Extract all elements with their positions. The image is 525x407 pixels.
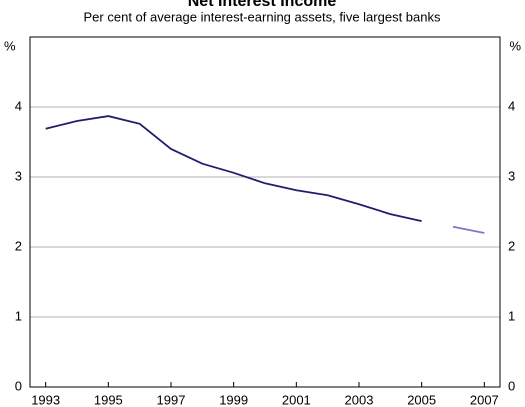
plot-frame	[29, 36, 501, 388]
x-tick-label: 1993	[31, 392, 60, 407]
chart-subtitle: Per cent of average interest-earning ass…	[84, 9, 441, 24]
x-tick-label: 1995	[94, 392, 123, 407]
y-tick-label: 1	[15, 308, 22, 323]
y-tick-label: 2	[15, 238, 22, 253]
data-line	[452, 225, 485, 234]
y-unit-right: %	[509, 38, 521, 53]
y2-tick-label: 2	[508, 238, 515, 253]
x-tick-label: 2007	[470, 392, 499, 407]
x-tick-label: 2005	[407, 392, 436, 407]
y-tick-label: 0	[15, 378, 22, 393]
data-line	[45, 115, 422, 222]
x-tick-label: 1997	[157, 392, 186, 407]
y-unit-left: %	[4, 38, 16, 53]
y2-tick-label: 0	[508, 378, 515, 393]
y2-tick-label: 1	[508, 308, 515, 323]
chart-title: Net Interest Income	[188, 0, 337, 10]
x-tick-label: 2003	[345, 392, 374, 407]
x-tick-label: 2001	[282, 392, 311, 407]
y2-tick-label: 4	[508, 98, 515, 113]
y-tick-label: 4	[15, 98, 22, 113]
x-tick-label: 1999	[219, 392, 248, 407]
y-tick-label: 3	[15, 168, 22, 183]
y2-tick-label: 3	[508, 168, 515, 183]
